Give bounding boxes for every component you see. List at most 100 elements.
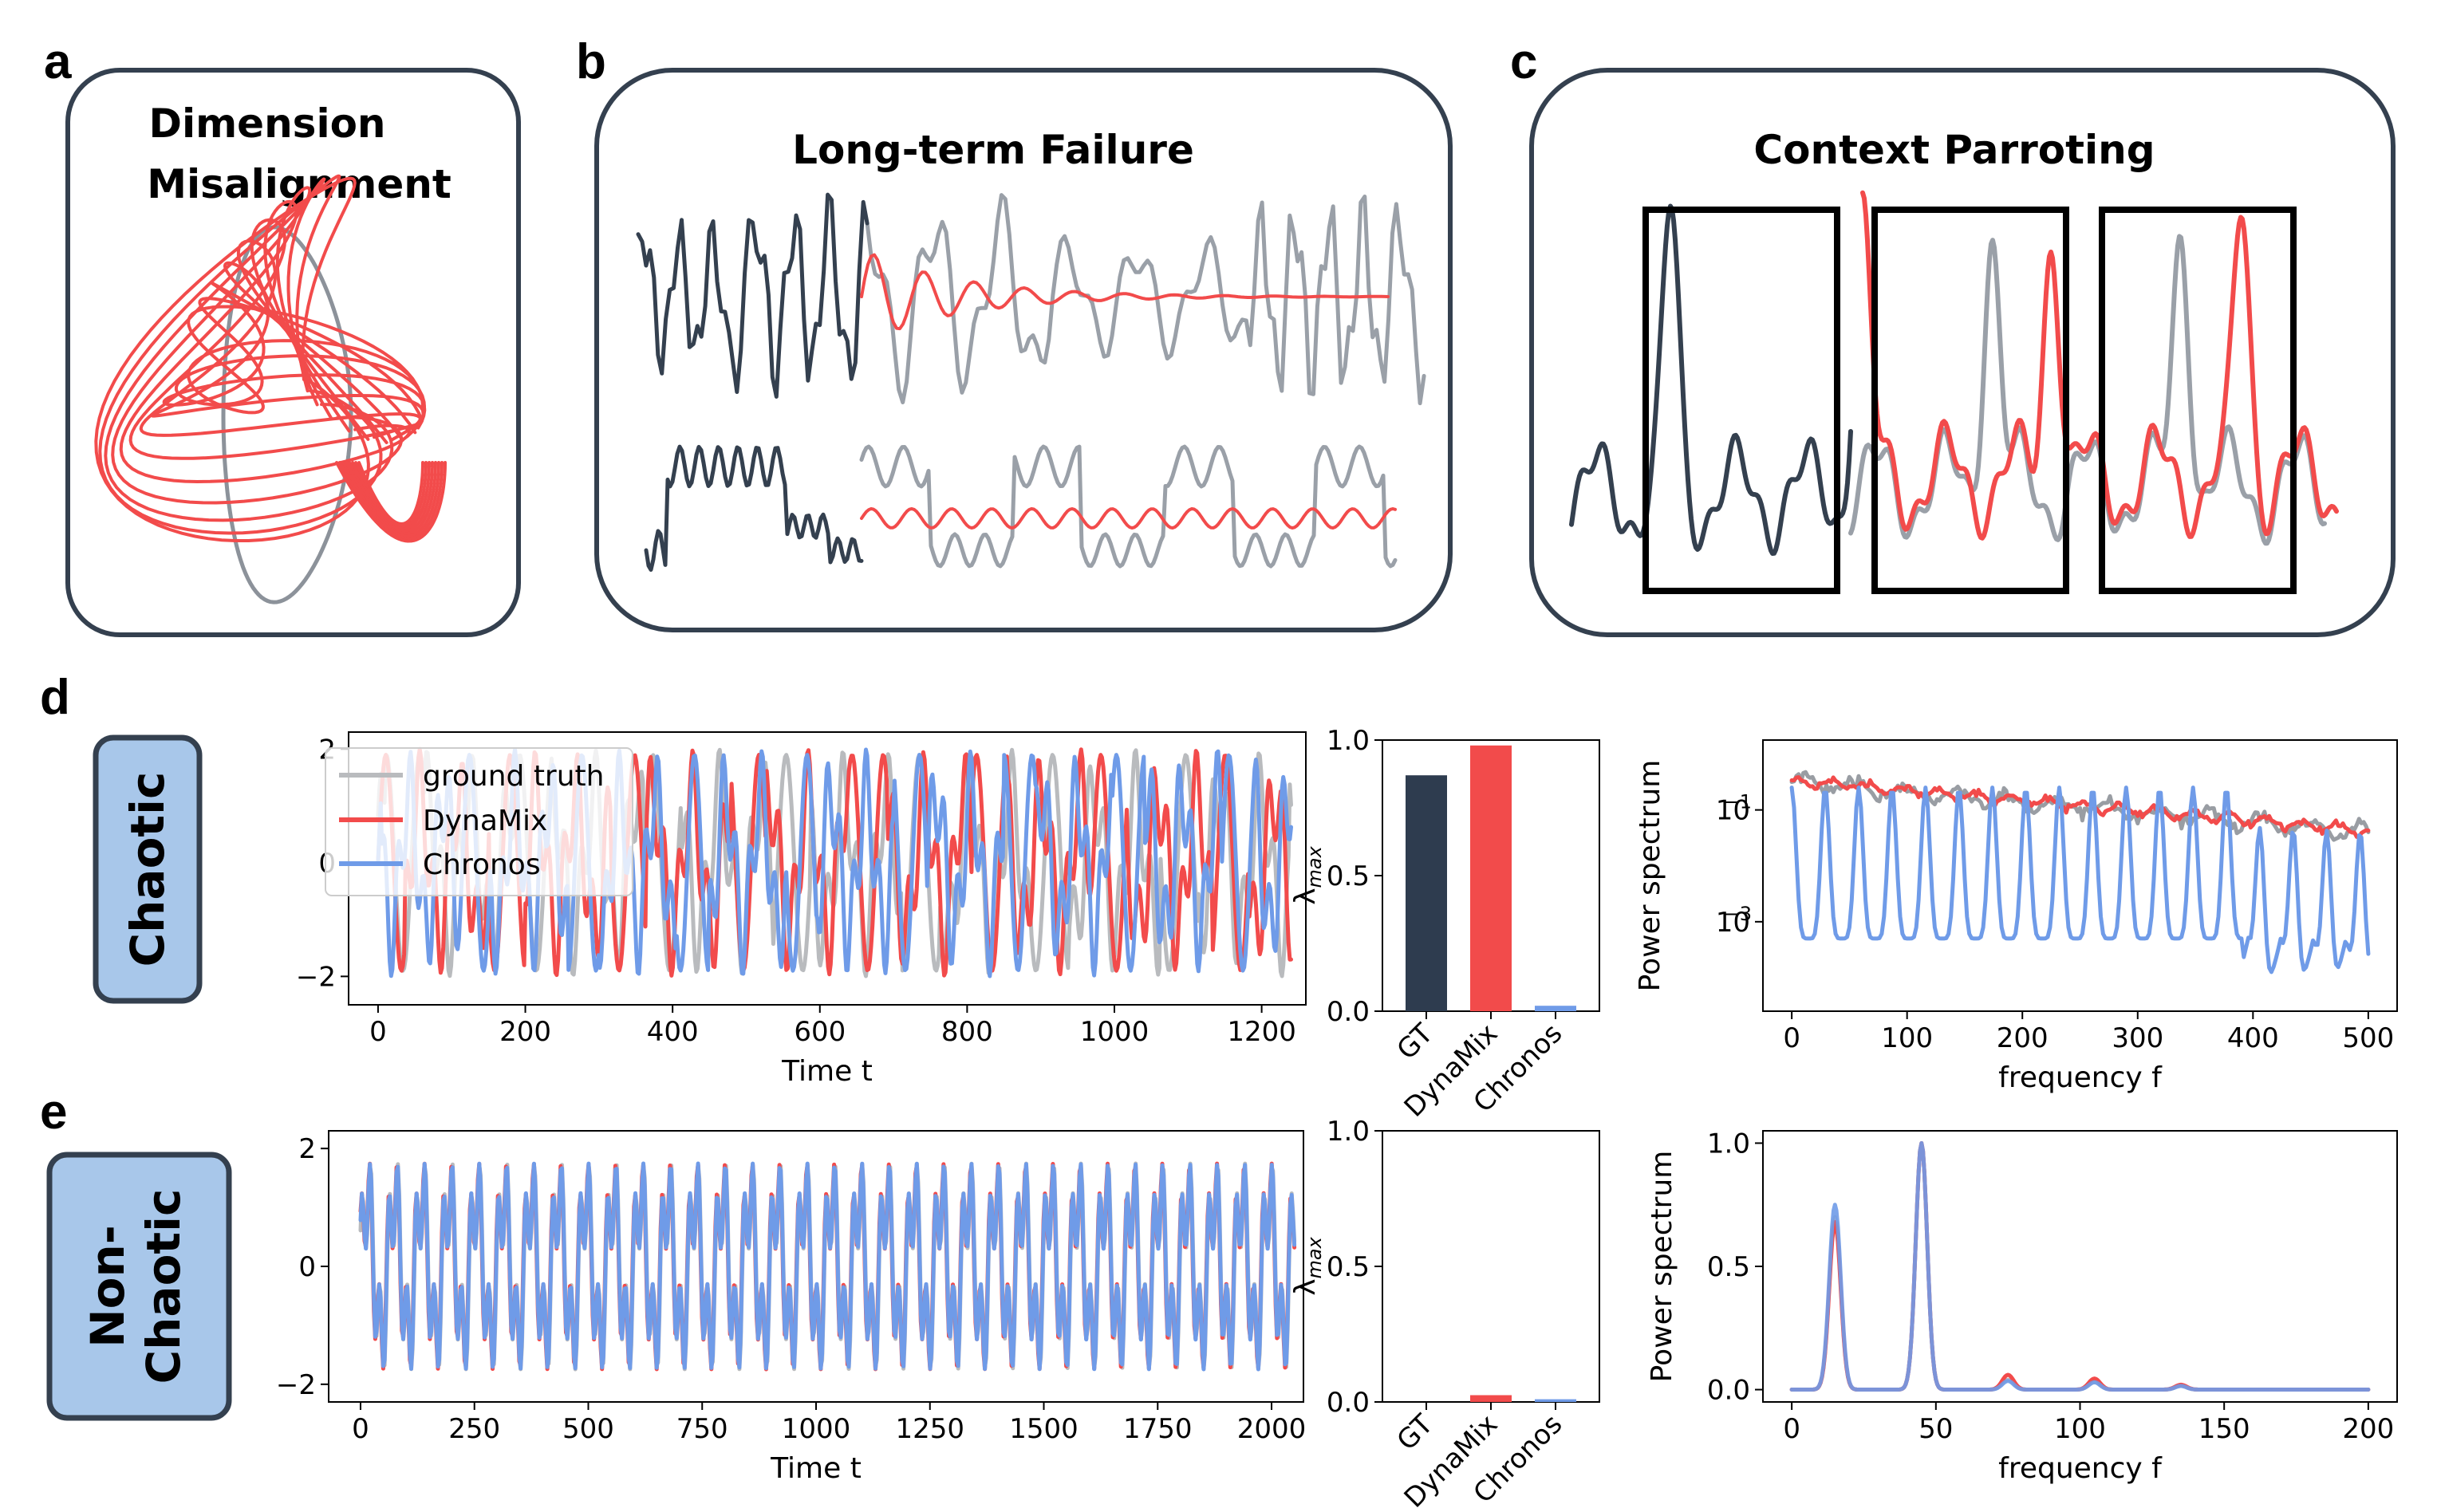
panel-a-box [65, 68, 521, 637]
bar-dynamix [1470, 1395, 1512, 1402]
x-tick-label: 800 [941, 1016, 993, 1048]
legend: ground truth DynaMix Chronos [325, 747, 633, 896]
x-tick-label: 0 [1783, 1022, 1800, 1054]
context-window-box [1642, 207, 1840, 594]
x-tick-label: 0 [369, 1016, 387, 1048]
x-tick-label: 200 [1997, 1022, 2049, 1054]
attractor-dynamix-loop [119, 199, 412, 483]
panel-label-e: e [40, 1085, 67, 1140]
bar-chronos [1535, 1006, 1576, 1011]
chart-d-spectrum: 0 100 200 300 400 500 10 10 frequency f Power spe… [1634, 739, 2398, 1094]
y-tick-label: 1.0 [1327, 725, 1370, 757]
x-tick-label: 400 [2227, 1022, 2279, 1054]
series-chronos [1789, 1141, 2371, 1392]
x-axis-label: Time t [770, 1452, 862, 1485]
x-axis-label: frequency f [1998, 1061, 2163, 1094]
chaotic-label-box [93, 734, 203, 1004]
attractor-dynamix-loop [335, 461, 447, 543]
attractor-dynamix-loop [351, 461, 431, 531]
axes-frame [328, 1130, 1304, 1403]
x-tick-label: 1750 [1123, 1413, 1193, 1445]
x-tick-label: 2000 [1237, 1413, 1307, 1445]
legend-label-chronos: Chronos [423, 849, 541, 881]
y-tick-label: 1.0 [1327, 1116, 1370, 1148]
parrot-window-box-1 [1871, 207, 2069, 594]
y-tick-label: 0.0 [1327, 996, 1370, 1028]
y-tick-exponent: −3 [1724, 903, 1752, 925]
y-tick-label: 10 [1716, 795, 1750, 827]
non-chaotic-label-line2: Chaotic [136, 1189, 191, 1384]
x-tick-label: 400 [647, 1016, 699, 1048]
x-tick-label: 50 [1918, 1413, 1953, 1445]
panel-label-d: d [40, 670, 70, 725]
panel-c-title: Context Parroting [1753, 127, 2155, 173]
b-bottom-forecast [860, 507, 1397, 530]
x-tick-label: 100 [2054, 1413, 2106, 1445]
bar-dynamix [1470, 745, 1512, 1011]
x-tick-label: 600 [794, 1016, 846, 1048]
x-tick-label: 1000 [782, 1413, 851, 1445]
panel-label-c: c [1510, 34, 1537, 89]
x-tick-label: GT [1391, 1408, 1440, 1457]
y-axis-label: Power spectrum [1634, 760, 1666, 992]
b-top-context [636, 192, 870, 399]
legend-label-dynamix: DynaMix [423, 805, 547, 837]
panel-b-traces [636, 192, 1426, 572]
panel-label-a: a [44, 34, 72, 89]
x-tick-label: 0 [352, 1413, 369, 1445]
attractor-dynamix-loop [104, 177, 394, 522]
y-tick-label: −2 [276, 1369, 316, 1401]
y-tick-label: 0.0 [1707, 1375, 1750, 1407]
series-dynamix [1789, 775, 2371, 840]
x-tick-label: 1250 [895, 1413, 964, 1445]
attractor-ground-truth-loop [221, 225, 353, 604]
series-chronos [1789, 786, 2371, 975]
b-top-forecast [860, 253, 1390, 331]
x-tick-label: 500 [2342, 1022, 2394, 1054]
x-tick-label: 750 [676, 1413, 728, 1445]
y-tick-label: 2 [298, 1133, 316, 1165]
legend-label-ground-truth: ground truth [423, 760, 604, 793]
attractor-illustration [94, 174, 447, 604]
x-tick-label: 150 [2198, 1413, 2250, 1445]
bar-gt [1406, 775, 1447, 1011]
y-tick-label: 0.5 [1707, 1251, 1750, 1283]
x-tick-label: GT [1391, 1018, 1440, 1066]
c-ground-truth-trace [1848, 234, 2327, 546]
chart-e-timeseries: 0 250 500 750 1000 1250 1500 1750 2000 −2 0 2 Time t [276, 1130, 1307, 1485]
x-tick-label: 200 [499, 1016, 551, 1048]
b-top-ground-truth [865, 193, 1426, 406]
panel-a-title-line1: Dimension [148, 100, 385, 147]
b-bottom-context [644, 444, 864, 572]
x-tick-label: 1200 [1227, 1016, 1296, 1048]
x-tick-label: 100 [1881, 1022, 1933, 1054]
chaotic-label: Chaotic [120, 772, 175, 967]
y-tick-exponent: −1 [1724, 791, 1752, 813]
series-ground-truth [1789, 1141, 2371, 1392]
panel-label-b: b [576, 34, 606, 89]
non-chaotic-label-box [46, 1152, 232, 1421]
parrot-window-box-2 [2099, 207, 2297, 594]
attractor-dynamix-loop [94, 176, 370, 542]
axes-frame [1762, 1130, 2398, 1403]
panel-b-title: Long-term Failure [792, 127, 1194, 173]
x-tick-label: 0 [1783, 1413, 1800, 1445]
c-context-trace [1569, 203, 1853, 556]
attractor-dynamix-loop [354, 461, 428, 529]
legend-frame [325, 747, 633, 896]
x-axis-label: Time t [781, 1055, 873, 1088]
y-tick-label: 0.5 [1327, 1251, 1370, 1283]
y-tick-label: 0.0 [1327, 1387, 1370, 1419]
b-bottom-ground-truth [859, 444, 1398, 569]
panel-a-title-line2: Misalignment [147, 161, 452, 207]
x-axis-label: frequency f [1998, 1452, 2163, 1485]
y-tick-label: −2 [296, 961, 336, 993]
attractor-dynamix-loop [341, 461, 440, 538]
x-tick-label: 1500 [1009, 1413, 1079, 1445]
series-chronos [358, 1161, 1297, 1372]
y-axis-label-subscript: max [1303, 1236, 1326, 1278]
x-tick-label: 300 [2112, 1022, 2163, 1054]
y-axis-label: Power spectrum [1646, 1151, 1678, 1383]
